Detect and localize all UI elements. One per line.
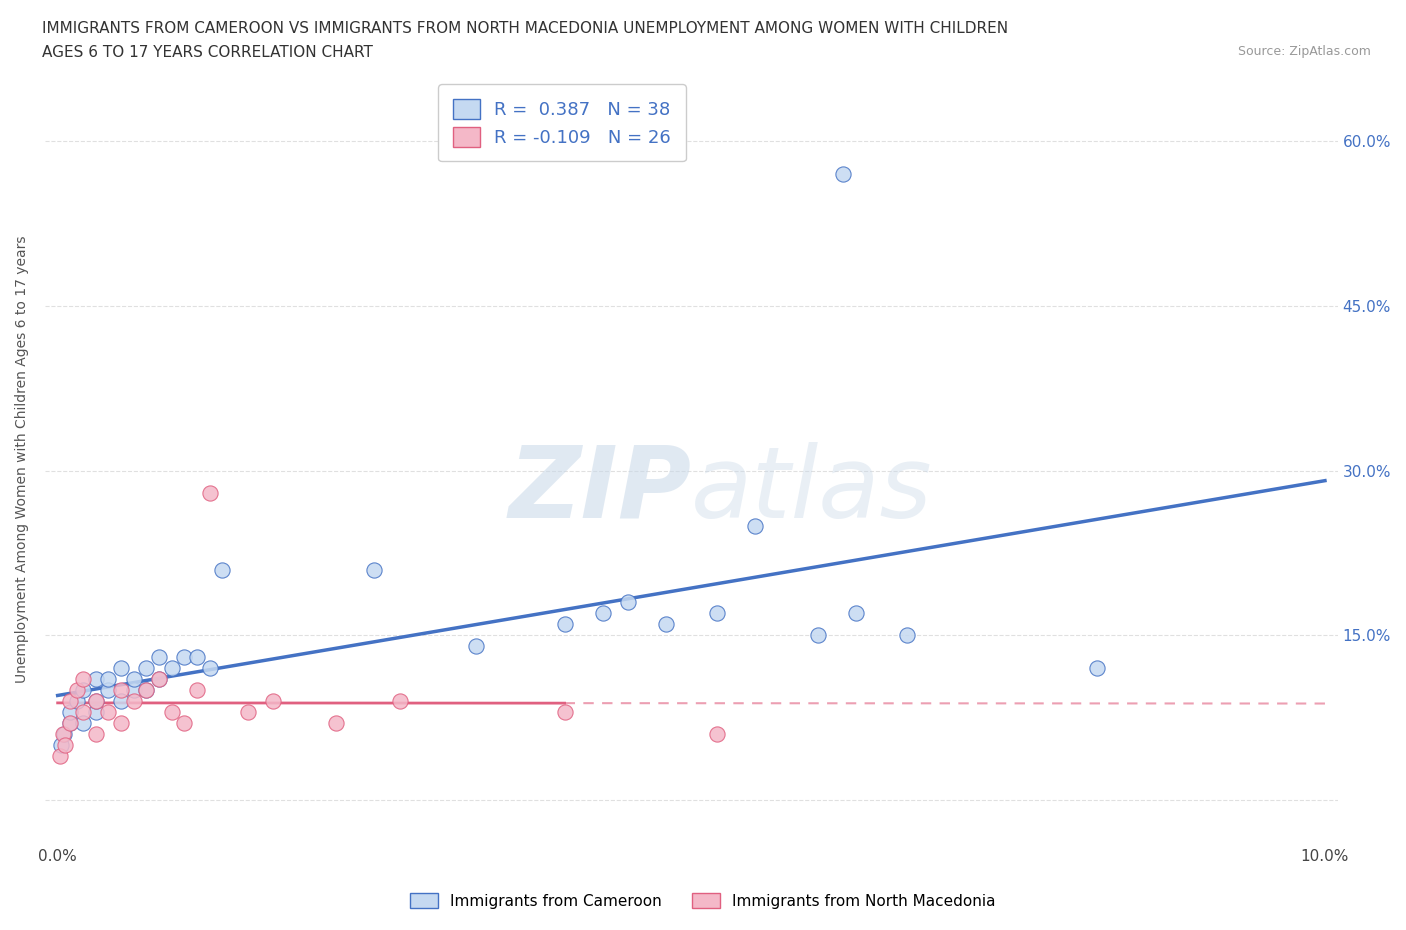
Point [148,671,170,686]
Point [53,726,76,741]
Point [97,705,120,720]
Point [655,617,678,631]
Point [148,650,170,665]
Point [896,628,918,643]
Text: IMMIGRANTS FROM CAMEROON VS IMMIGRANTS FROM NORTH MACEDONIA UNEMPLOYMENT AMONG W: IMMIGRANTS FROM CAMEROON VS IMMIGRANTS F… [42,21,1008,36]
Point [52,726,75,741]
Point [122,671,145,686]
Point [325,716,347,731]
Point [59,694,82,709]
Point [173,716,195,731]
Point [84,694,107,709]
Point [592,606,614,621]
Text: ZIP: ZIP [509,442,692,539]
Point [51,737,73,752]
Legend: Immigrants from Cameroon, Immigrants from North Macedonia: Immigrants from Cameroon, Immigrants fro… [405,886,1001,915]
Point [1085,661,1108,676]
Legend: R =  0.387   N = 38, R = -0.109   N = 26: R = 0.387 N = 38, R = -0.109 N = 26 [439,85,686,161]
Point [84,726,107,741]
Point [186,650,208,665]
Point [84,671,107,686]
Point [554,617,576,631]
Point [59,705,82,720]
Point [198,661,221,676]
Point [160,705,183,720]
Point [84,705,107,720]
Point [110,683,132,698]
Point [186,683,208,698]
Point [211,562,233,577]
Point [236,705,259,720]
Point [110,716,132,731]
Point [845,606,868,621]
Text: atlas: atlas [692,442,934,539]
Point [135,683,157,698]
Text: AGES 6 TO 17 YEARS CORRELATION CHART: AGES 6 TO 17 YEARS CORRELATION CHART [42,45,373,60]
Y-axis label: Unemployment Among Women with Children Ages 6 to 17 years: Unemployment Among Women with Children A… [15,236,30,684]
Point [160,661,183,676]
Point [72,705,94,720]
Point [97,671,120,686]
Point [84,694,107,709]
Point [832,166,855,181]
Point [66,683,89,698]
Point [49,749,72,764]
Point [363,562,385,577]
Point [807,628,830,643]
Point [173,650,195,665]
Point [59,716,82,731]
Point [122,683,145,698]
Text: Source: ZipAtlas.com: Source: ZipAtlas.com [1237,45,1371,58]
Point [148,671,170,686]
Point [66,694,89,709]
Point [97,683,120,698]
Point [53,737,76,752]
Point [135,683,157,698]
Point [388,694,411,709]
Point [135,661,157,676]
Point [617,595,640,610]
Point [72,671,94,686]
Point [72,683,94,698]
Point [122,694,145,709]
Point [706,726,728,741]
Point [110,661,132,676]
Point [59,716,82,731]
Point [110,694,132,709]
Point [706,606,728,621]
Point [464,639,486,654]
Point [744,518,766,533]
Point [198,485,221,500]
Point [262,694,284,709]
Point [554,705,576,720]
Point [72,716,94,731]
